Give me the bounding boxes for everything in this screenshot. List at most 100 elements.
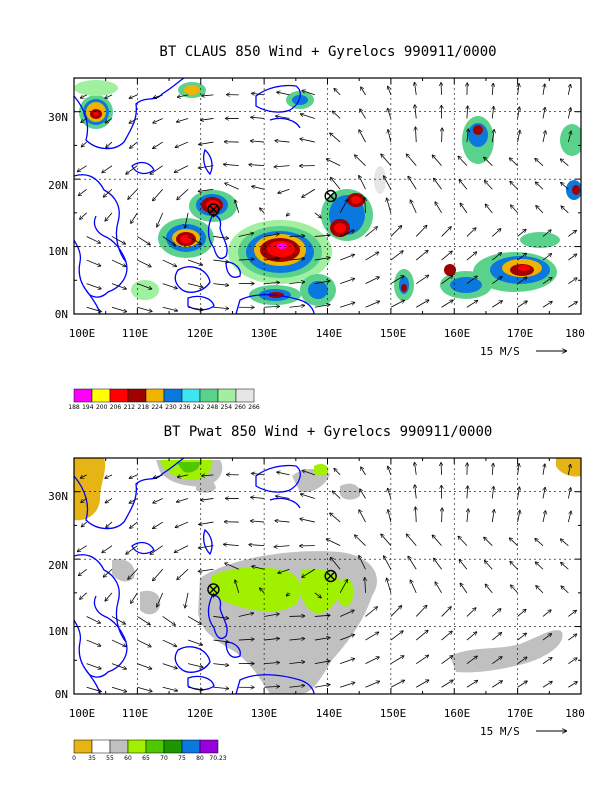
wind-vector — [162, 639, 177, 646]
wind-vector — [442, 508, 443, 523]
wind-vector — [492, 277, 501, 284]
lat-label: 30N — [48, 111, 68, 124]
colorbar-label: 70.23 — [209, 755, 226, 762]
wind-vector — [387, 198, 392, 213]
lon-label: 100E — [69, 327, 96, 340]
wind-vector — [105, 118, 113, 122]
lat-label: 10N — [48, 245, 68, 258]
colorbar-swatch — [163, 739, 183, 754]
wind-vector — [485, 561, 493, 570]
gyre-marker-cross — [326, 191, 336, 201]
wind-vector — [340, 255, 354, 261]
panel-2-title: BT Pwat 850 Wind + Gyrelocs 990911/0000 — [164, 424, 493, 440]
wind-vector — [213, 284, 228, 286]
wind-vector — [365, 227, 378, 237]
wind-vector — [441, 463, 442, 475]
wind-vector — [334, 469, 341, 476]
coastline — [93, 595, 127, 643]
wind-vector — [365, 252, 379, 261]
wind-vector — [289, 258, 304, 260]
wind-vector — [460, 203, 468, 214]
wind-vector — [492, 681, 502, 688]
wind-vector — [416, 300, 428, 308]
wind-vector — [327, 539, 341, 547]
wind-vector — [561, 586, 569, 594]
wind-vector — [80, 592, 87, 599]
wind-vector — [408, 177, 417, 190]
wind-vector — [264, 306, 279, 307]
wind-vector — [388, 489, 392, 499]
wind-vector — [331, 558, 341, 570]
coastlines — [74, 78, 315, 314]
wind-vector — [314, 235, 330, 236]
wind-vector — [327, 159, 341, 167]
coastline — [131, 161, 155, 175]
lat-label: 0N — [55, 688, 68, 701]
coastlines — [74, 458, 315, 694]
wind-vector — [213, 664, 228, 666]
wind-vector — [175, 165, 189, 173]
wind-vector — [187, 616, 201, 624]
wind-vector — [517, 131, 520, 143]
wind-vector — [128, 188, 138, 199]
wind-vector — [340, 303, 354, 308]
wind-vector — [340, 659, 354, 665]
wind-vector — [129, 94, 138, 98]
wind-vector — [492, 609, 500, 617]
coastline — [174, 266, 211, 293]
wind-vector — [365, 632, 379, 641]
wind-vector — [365, 301, 380, 308]
wind-vector — [388, 510, 392, 523]
wind-vector — [441, 656, 453, 664]
wind-vector — [300, 139, 315, 143]
wind-vector — [238, 639, 254, 640]
wind-vector — [484, 537, 493, 546]
wind-vector — [79, 568, 87, 575]
wind-vector — [86, 616, 100, 623]
wind-vector — [441, 276, 453, 284]
gyre-marker — [207, 203, 220, 216]
wind-vector — [105, 498, 113, 502]
wind-vector — [264, 638, 279, 640]
coastline — [255, 464, 301, 493]
lat-label: 20N — [48, 559, 68, 572]
wind-vector — [458, 537, 468, 546]
wind-vector — [492, 301, 502, 308]
wind-vector — [102, 545, 113, 553]
wind-vector — [415, 83, 417, 95]
wind-vector — [187, 283, 203, 287]
wind-vector — [415, 606, 426, 617]
wind-vector — [467, 129, 468, 143]
wind-vector — [415, 631, 428, 641]
wind-vector — [289, 305, 304, 307]
wind-vector — [334, 89, 341, 96]
wind-vector — [264, 614, 279, 617]
wind-vector — [331, 178, 341, 190]
wind-vector — [561, 206, 569, 214]
wind-vector — [542, 511, 545, 523]
wind-vector — [238, 613, 254, 617]
wind-vector — [264, 663, 279, 664]
wind-vector — [359, 556, 366, 570]
wind-vector — [213, 616, 228, 618]
wind-vector — [129, 474, 138, 478]
wind-vector — [224, 164, 239, 165]
colorbar-label: 236 — [179, 404, 191, 411]
colorbar-swatch — [73, 739, 93, 754]
wind-vector — [466, 608, 476, 617]
wind-vector — [390, 656, 404, 664]
wind-vector — [154, 474, 163, 478]
wind-vector — [568, 611, 576, 617]
wind-vector — [435, 582, 442, 594]
wind-vector — [251, 521, 265, 522]
wind-vector — [175, 141, 189, 147]
wind-vector — [381, 534, 392, 546]
colorbar-label: 200 — [96, 404, 108, 411]
panel-1-ticks — [73, 77, 582, 315]
wind-vector — [289, 638, 304, 640]
wind-vector — [111, 236, 125, 243]
wind-vector — [137, 259, 150, 267]
coastline — [131, 541, 155, 555]
wind-vector — [175, 545, 189, 553]
panel-2-map — [74, 458, 581, 694]
